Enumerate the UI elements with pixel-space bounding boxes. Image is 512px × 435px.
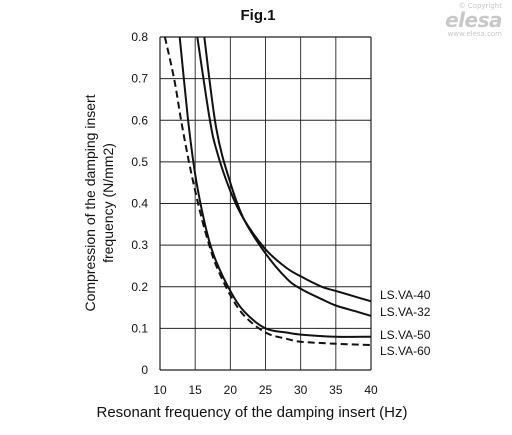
y-tick-label: 0.5 [131,155,148,169]
x-tick-label: 15 [188,383,202,397]
y-axis-label-group: Compression of the damping insert freque… [82,94,116,311]
y-axis-label-continued: frequency (N/mm2) [100,143,116,263]
copyright-text: © Copyright [458,2,502,10]
series-line-ls-va-50 [178,37,371,338]
y-tick-label: 0.3 [131,238,148,252]
series-label: LS.VA-32 [380,305,431,319]
y-tick-label: 0 [141,363,148,377]
y-tick-label: 0.7 [131,72,148,86]
y-tick-label: 0.2 [131,280,148,294]
y-tick-label: 0.1 [131,321,148,335]
x-tick-label: 25 [259,383,273,397]
chart-title: Fig.1 [240,7,275,24]
series-line-ls-va-60 [163,37,371,346]
y-axis-label: Compression of the damping insert [82,94,98,311]
series-label: LS.VA-40 [380,288,431,302]
y-tick-label: 0.4 [131,197,148,211]
elesa-watermark: © Copyright elesa www.elesa.com [445,2,502,38]
series-label: LS.VA-50 [380,328,431,342]
x-axis-label: Resonant frequency of the damping insert… [97,404,408,421]
series-group [163,37,371,346]
tick-labels: 10 15 20 25 30 35 40 0 0.1 0.2 0.3 0.4 0.5 0.6 0.7 0.8 [131,30,378,397]
x-tick-label: 40 [364,383,378,397]
series-label: LS.VA-60 [380,344,431,358]
series-line-ls-va-32 [203,37,371,317]
elesa-logo: elesa [445,8,502,32]
x-tick-label: 30 [294,383,308,397]
grid [159,36,372,371]
series-line-ls-va-40 [196,37,371,303]
y-tick-label: 0.8 [131,30,148,44]
x-tick-label: 10 [153,383,167,397]
x-tick-label: 35 [329,383,343,397]
watermark-url: www.elesa.com [447,30,502,38]
series-labels: LS.VA-40 LS.VA-32 LS.VA-50 LS.VA-60 [380,288,431,358]
y-tick-label: 0.6 [131,113,148,127]
x-tick-label: 20 [224,383,238,397]
